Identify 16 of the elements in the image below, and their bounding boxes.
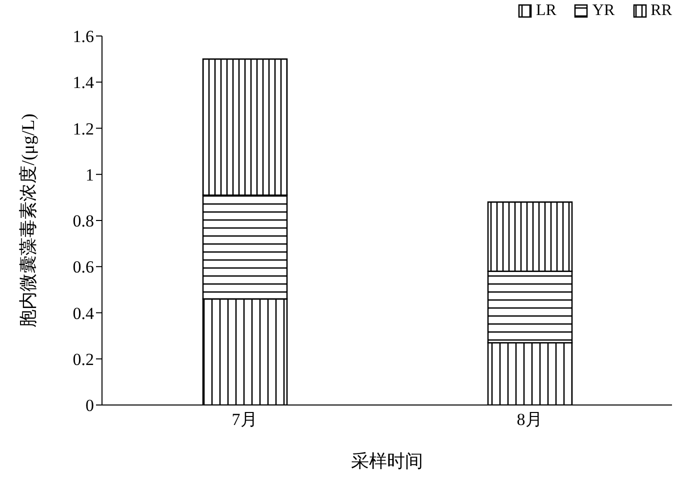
legend-label: LR bbox=[534, 2, 556, 20]
y-tick-label: 0.2 bbox=[72, 350, 94, 369]
y-tick-label: 0.6 bbox=[72, 258, 94, 277]
y-tick-label: 0 bbox=[86, 396, 94, 416]
y-tick-label: 1.4 bbox=[72, 73, 94, 92]
y-tick-label: 1 bbox=[86, 165, 94, 184]
y-tick-label: 1.2 bbox=[72, 119, 94, 138]
legend-label: RR bbox=[650, 2, 672, 20]
x-tick-label: 8月 bbox=[516, 410, 542, 430]
x-tick-label: 7月 bbox=[232, 410, 258, 430]
y-tick-label: 0.8 bbox=[72, 212, 94, 231]
y-axis-title: 胞内微囊藻毒素浓度/(μg/L) bbox=[18, 114, 38, 328]
x-axis-title: 采样时间 bbox=[351, 451, 423, 471]
legend-label: YR bbox=[591, 2, 615, 20]
y-tick-label: 1.6 bbox=[72, 27, 94, 46]
y-tick-label: 0.4 bbox=[72, 304, 94, 323]
